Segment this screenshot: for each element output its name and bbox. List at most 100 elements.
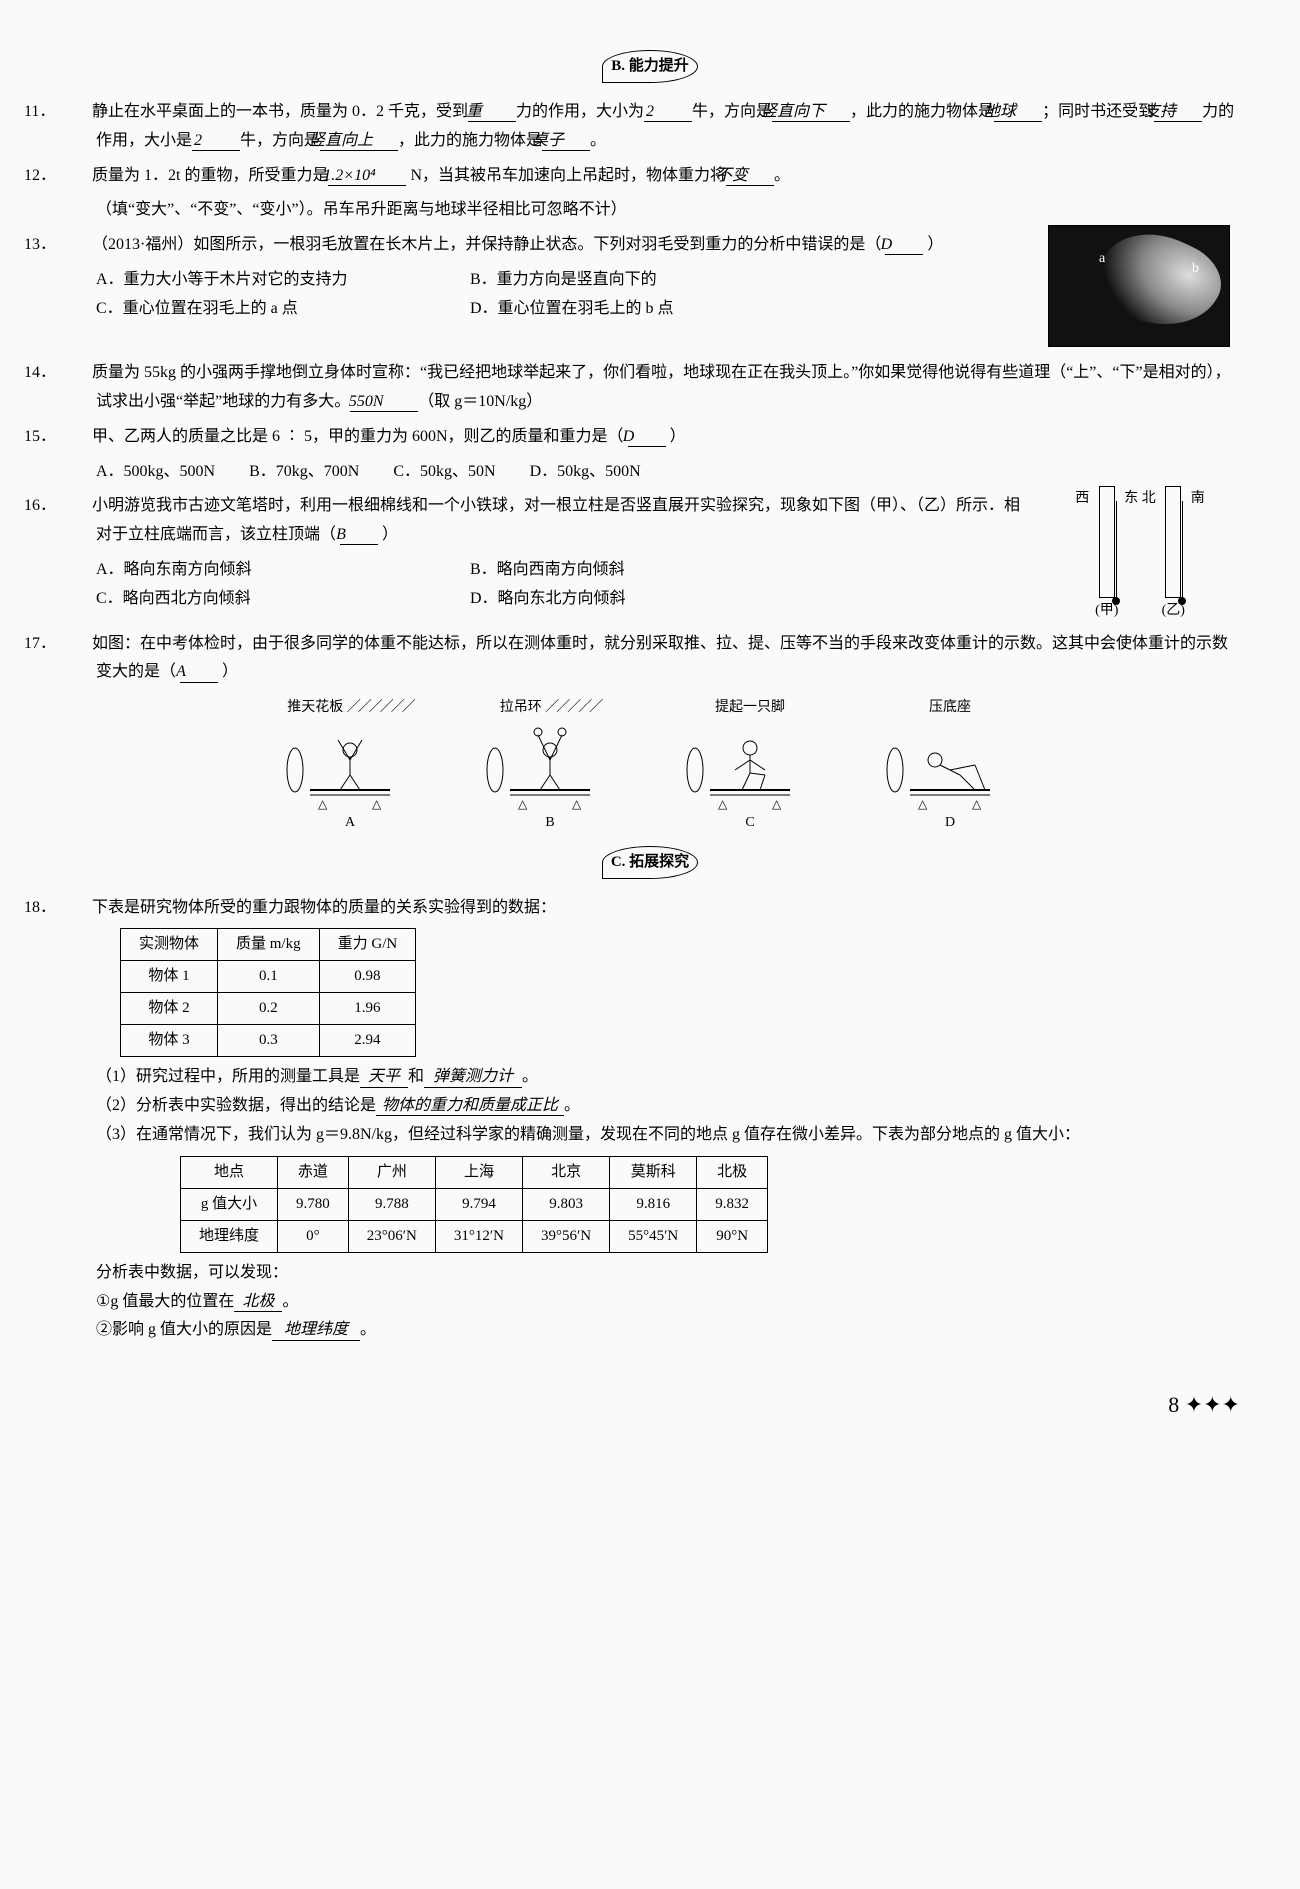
q11-e: ；同时书还受到: [1042, 103, 1154, 120]
scale-svg-a: △△: [280, 720, 420, 810]
t2c: 9.788: [348, 1188, 435, 1220]
table-row: 物体 1 0.1 0.98: [121, 961, 416, 993]
q11-b: 力的作用，大小为: [516, 103, 644, 120]
t1c: 2.94: [319, 1025, 416, 1057]
q11-blank7: 竖直向上: [320, 131, 398, 151]
section-b-badge: B. 能力提升: [602, 50, 698, 83]
q13-optC: C．重心位置在羽毛上的 a 点: [96, 295, 436, 324]
q18-a: 下表是研究物体所受的重力跟物体的质量的关系实验得到的数据：: [92, 899, 556, 916]
q15-a: 甲、乙两人的质量之比是 6 ∶ 5，甲的重力为 600N，则乙的质量和重力是（: [92, 428, 624, 445]
q18-p2c: 。: [564, 1097, 580, 1114]
q14-a: 质量为 55kg 的小强两手撑地倒立身体时宣称：“我已经把地球举起来了，你们看啦…: [92, 364, 1231, 410]
q18-p2: （2）分析表中实验数据，得出的结论是物体的重力和质量成正比。: [60, 1092, 1240, 1121]
t1c: 0.1: [218, 961, 320, 993]
q11-blank1: 重: [468, 102, 516, 122]
t1h0: 实测物体: [121, 929, 218, 961]
q11-blank6: 2: [192, 131, 240, 151]
scale-svg-d: △△: [880, 720, 1020, 810]
t1c: 物体 2: [121, 993, 218, 1025]
lab-a: A: [345, 815, 355, 830]
t2h: 北极: [697, 1156, 768, 1188]
table-row: 地理纬度 0° 23°06′N 31°12′N 39°56′N 55°45′N …: [181, 1220, 768, 1252]
q16-b: ）: [382, 526, 398, 543]
scale-svg-b: △△: [480, 720, 620, 810]
table-row: g 值大小 9.780 9.788 9.794 9.803 9.816 9.83…: [181, 1188, 768, 1220]
q13-optA: A．重力大小等于木片对它的支持力: [96, 266, 436, 295]
section-b-header: B. 能力提升: [60, 50, 1240, 83]
t1c: 0.98: [319, 961, 416, 993]
cap-2: (乙): [1142, 598, 1205, 623]
t2h: 赤道: [278, 1156, 349, 1188]
q11-blank4: 地球: [994, 102, 1042, 122]
t2h: 广州: [348, 1156, 435, 1188]
q13-num: 13．: [60, 231, 92, 260]
t2c: 23°06′N: [348, 1220, 435, 1252]
q18-p1m: 和: [408, 1068, 424, 1085]
q16-a: 小明游览我市古迹文笔塔时，利用一根细棉线和一个小铁球，对一根立柱是否竖直展开实验…: [92, 497, 1020, 543]
t1c: 0.3: [218, 1025, 320, 1057]
q12-b: N，当其被吊车加速向上吊起时，物体重力将: [406, 167, 726, 184]
q11-d: ，此力的施力物体是: [850, 103, 994, 120]
q17-a: 如图：在中考体检时，由于很多同学的体重不能达标，所以在测体重时，就分别采取推、拉…: [92, 635, 1228, 681]
q13-optD: D．重心位置在羽毛上的 b 点: [470, 295, 674, 324]
question-17: 17．如图：在中考体检时，由于很多同学的体重不能达标，所以在测体重时，就分别采取…: [60, 630, 1240, 688]
q16-optB: B．略向西南方向倾斜: [470, 556, 625, 585]
svg-text:△: △: [918, 797, 928, 810]
q18-p1c: 。: [522, 1068, 538, 1085]
lab-b: B: [545, 815, 554, 830]
svg-text:△: △: [518, 797, 528, 810]
q16-ans: B: [340, 525, 378, 545]
cap-b: 拉吊环: [500, 700, 542, 715]
fig-c: 提起一只脚 △△ C: [660, 695, 840, 835]
q12-blank2: 不变: [726, 166, 774, 186]
q13-b: ）: [927, 236, 943, 253]
q18-p3: （3）在通常情况下，我们认为 g＝9.8N/kg，但经过科学家的精确测量，发现在…: [60, 1121, 1240, 1150]
svg-text:△: △: [718, 797, 728, 810]
q12-c: 。: [774, 167, 790, 184]
q17-b: ）: [222, 663, 238, 680]
table-row: 地点 赤道 广州 上海 北京 莫斯科 北极: [181, 1156, 768, 1188]
t2h: 莫斯科: [610, 1156, 697, 1188]
q15-num: 15．: [60, 423, 92, 452]
q16-optC: C．略向西北方向倾斜: [96, 585, 436, 614]
q15-opts: A．500kg、500N B．70kg、700N C．50kg、50N D．50…: [60, 458, 1240, 487]
q18-p5b: 北极: [234, 1292, 282, 1312]
question-16: 16．小明游览我市古迹文笔塔时，利用一根细棉线和一个小铁球，对一根立柱是否竖直展…: [60, 492, 1240, 550]
t1h1: 质量 m/kg: [218, 929, 320, 961]
cap-c: 提起一只脚: [715, 700, 785, 715]
q18-p2a: （2）分析表中实验数据，得出的结论是: [96, 1097, 376, 1114]
table-row: 物体 3 0.3 2.94: [121, 1025, 416, 1057]
t2c: 9.832: [697, 1188, 768, 1220]
cap-1: (甲): [1075, 598, 1138, 623]
t2c: 0°: [278, 1220, 349, 1252]
q17-ans: A: [180, 662, 218, 682]
q17-figures: 推天花板 ／／／／／／ △△ A 拉吊环 ／／／／／: [60, 695, 1240, 835]
q14-blank1: 550N: [350, 392, 418, 412]
q11-h: ，此力的施力物体是: [398, 132, 542, 149]
scale-svg-c: △△: [680, 720, 820, 810]
question-15: 15．甲、乙两人的质量之比是 6 ∶ 5，甲的重力为 600N，则乙的质量和重力…: [60, 423, 1240, 452]
q11-blank8: 桌子: [542, 131, 590, 151]
q13-a: （2013·福州）如图所示，一根羽毛放置在长木片上，并保持静止状态。下列对羽毛受…: [92, 236, 881, 253]
question-18: 18．下表是研究物体所受的重力跟物体的质量的关系实验得到的数据：: [60, 894, 1240, 923]
t2c: 9.794: [435, 1188, 522, 1220]
q11-num: 11．: [60, 98, 92, 127]
q18-p5: ①g 值最大的位置在北极。: [60, 1288, 1240, 1317]
svg-text:△: △: [772, 797, 782, 810]
q13-ans: D: [885, 235, 923, 255]
q18-table2: 地点 赤道 广州 上海 北京 莫斯科 北极 g 值大小 9.780 9.788 …: [180, 1156, 768, 1253]
q14-num: 14．: [60, 359, 92, 388]
question-13: 13．（2013·福州）如图所示，一根羽毛放置在长木片上，并保持静止状态。下列对…: [60, 231, 1240, 260]
svg-text:△: △: [318, 797, 328, 810]
t2c: 9.816: [610, 1188, 697, 1220]
question-12: 12．质量为 1．2t 的重物，所受重力是1.2×10⁴ N，当其被吊车加速向上…: [60, 162, 1240, 191]
q18-p6c: 。: [360, 1321, 376, 1338]
q16-num: 16．: [60, 492, 92, 521]
fig-d: 压底座 △△ D: [860, 695, 1040, 835]
t2c: 31°12′N: [435, 1220, 522, 1252]
cap-a: 推天花板: [287, 700, 343, 715]
q12-note: （填“变大”、“不变”、“变小”）。吊车吊升距离与地球半径相比可忽略不计）: [60, 196, 1240, 225]
q18-p5a: ①g 值最大的位置在: [96, 1293, 234, 1310]
q15-b: ）: [670, 428, 686, 445]
q11-blank5: 支持: [1154, 102, 1202, 122]
